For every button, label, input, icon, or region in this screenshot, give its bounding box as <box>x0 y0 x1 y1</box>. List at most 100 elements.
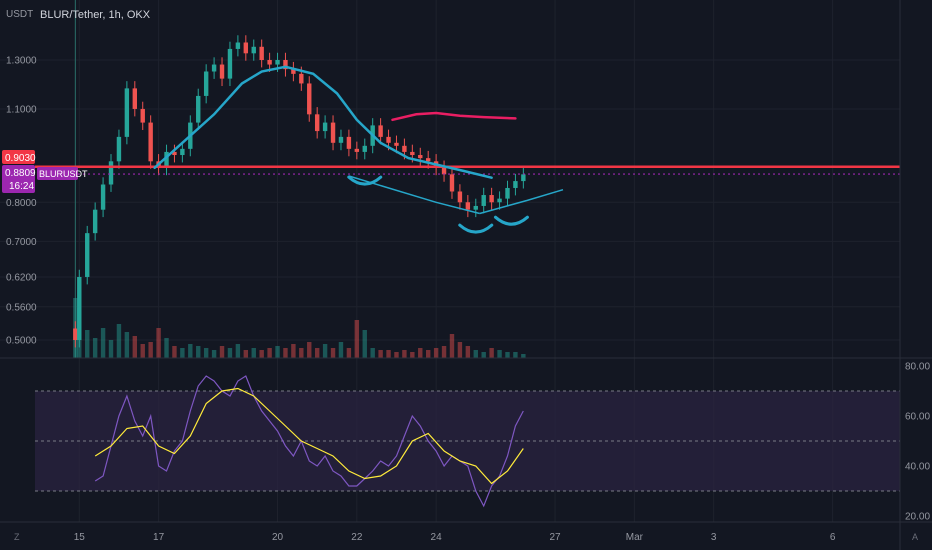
candle-body <box>164 151 169 168</box>
candle-body <box>402 145 407 152</box>
candle-body <box>418 155 423 159</box>
candle-body <box>259 46 264 60</box>
volume-bar <box>473 350 478 358</box>
volume-bar <box>211 350 217 358</box>
candle-body <box>203 71 209 96</box>
volume-bar <box>227 348 233 358</box>
candle-body <box>132 88 138 109</box>
volume-bar <box>441 346 447 358</box>
candle-body <box>465 202 471 210</box>
candle-body <box>291 69 296 74</box>
candle-body <box>425 158 431 162</box>
candle-body <box>180 148 185 156</box>
volume-bar <box>116 324 122 358</box>
candle-body <box>235 42 241 49</box>
candle-body <box>449 174 455 192</box>
candle-body <box>322 122 328 132</box>
candle-body <box>196 95 201 123</box>
rsi-axis[interactable]: 80.00 60.00 40.00 20.00 <box>905 362 930 523</box>
pattern-arc[interactable] <box>493 215 529 226</box>
pattern-arc[interactable] <box>347 175 383 186</box>
time-tick-label: 27 <box>550 532 562 543</box>
time-tick-label: Mar <box>626 532 644 543</box>
volume-bar <box>465 346 471 358</box>
volume-bar <box>259 350 264 358</box>
volume-bar <box>219 346 225 358</box>
candle-body <box>307 83 312 115</box>
price-tick-label: 0.5000 <box>6 336 37 347</box>
volume-bar <box>314 348 320 358</box>
volume-bar <box>172 346 177 358</box>
volume-bar <box>156 328 161 358</box>
volume-bar <box>92 338 98 358</box>
time-tick-label: 24 <box>431 532 443 543</box>
unit-label: USDT <box>6 9 34 20</box>
candle-body <box>77 276 82 340</box>
symbol-title[interactable]: BLUR/Tether, 1h, OKX <box>40 9 151 21</box>
volume-bar <box>521 354 526 358</box>
candle-body <box>378 125 383 137</box>
volume-bar <box>251 348 256 358</box>
candle-body <box>92 209 98 234</box>
rsi-ma-line <box>94 387 524 485</box>
time-tick-label: 6 <box>830 532 836 543</box>
candle-body <box>283 60 288 70</box>
time-tick-label: 3 <box>711 532 717 543</box>
volume-bar <box>505 352 510 358</box>
rsi-tick-label: 40.00 <box>905 462 930 473</box>
rsi-tick-label: 80.00 <box>905 362 930 373</box>
volume-bar <box>386 350 391 358</box>
time-tick-label: 20 <box>272 532 284 543</box>
pattern-arc[interactable] <box>458 223 494 234</box>
volume-bar <box>346 348 352 358</box>
volume-bar <box>132 336 138 358</box>
auto-scale-icon[interactable]: A <box>912 532 918 542</box>
volume-bar <box>275 346 280 358</box>
time-tick-label: 15 <box>74 532 86 543</box>
pink-curve[interactable] <box>391 111 517 122</box>
rsi-tick-label: 60.00 <box>905 412 930 423</box>
volume-bar <box>267 348 272 358</box>
candle-body <box>489 195 494 203</box>
candle-body <box>330 122 336 143</box>
candle-body <box>457 191 463 203</box>
countdown-label: 16:24 <box>9 181 34 192</box>
price-tick-label: 0.8000 <box>6 198 37 209</box>
volume-bar <box>180 348 185 358</box>
rounded-top-curve[interactable] <box>153 65 493 179</box>
rsi-tick-label: 20.00 <box>905 512 930 523</box>
candle-body <box>481 195 486 206</box>
volume-bar <box>140 344 145 358</box>
drawings[interactable] <box>35 65 900 234</box>
volume-bar <box>425 350 431 358</box>
volume-bar <box>203 348 209 358</box>
candle-body <box>473 205 478 210</box>
volume-bar <box>307 342 312 358</box>
z-icon[interactable]: Z <box>14 532 20 542</box>
rsi-lines <box>94 375 524 508</box>
volume-bar <box>196 346 201 358</box>
volume-bar <box>354 320 360 358</box>
rsi-pane[interactable]: 80.00 60.00 40.00 20.00 <box>35 362 930 523</box>
descending-trendline[interactable] <box>348 175 480 215</box>
resistance-price-label: 0.9030 <box>5 153 36 164</box>
candle-body <box>100 184 106 210</box>
candle-body <box>505 187 510 199</box>
volume-bar <box>402 350 407 358</box>
time-tick-label: 17 <box>153 532 165 543</box>
ticker-label: BLURUSDT <box>39 169 88 179</box>
ticker-badge: BLURUSDT <box>37 167 88 180</box>
time-axis[interactable]: 15 17 20 22 24 27 Mar 3 6 <box>0 521 932 543</box>
price-tick-label: 0.7000 <box>6 237 37 248</box>
candle-body <box>172 151 177 156</box>
volume-bar <box>418 348 423 358</box>
price-axis[interactable]: 1.3000 1.1000 0.8000 0.7000 0.6200 0.5600 0.50… <box>6 56 37 347</box>
volume-bar <box>85 330 90 358</box>
ascending-trendline[interactable] <box>479 188 564 215</box>
volume-bar <box>148 342 153 358</box>
volume-bar <box>100 328 106 358</box>
candle-body <box>338 136 344 143</box>
price-tick-label: 1.3000 <box>6 56 37 67</box>
candle-body <box>346 136 352 149</box>
